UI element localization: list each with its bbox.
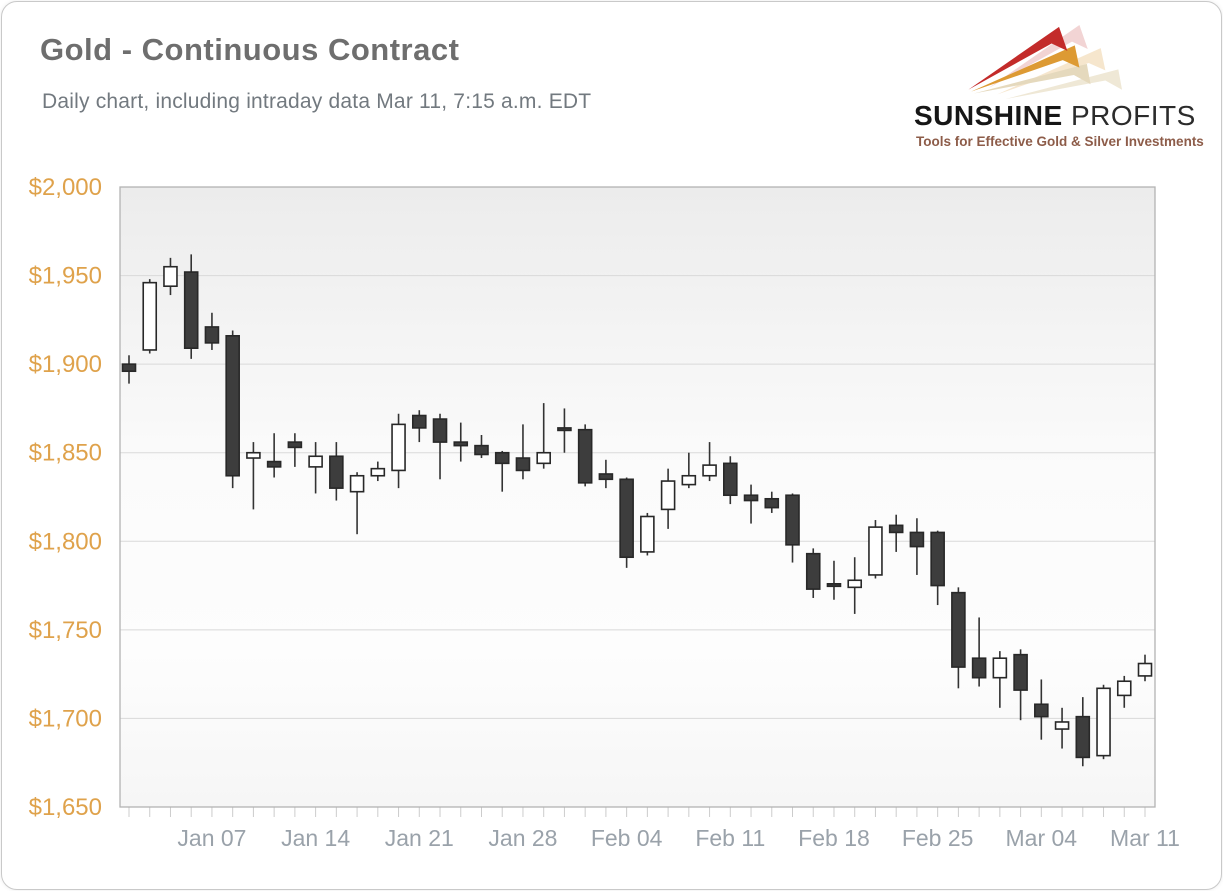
candle-down xyxy=(453,441,469,447)
y-axis-label: $1,650 xyxy=(29,794,102,821)
candle-up xyxy=(640,515,655,553)
candle-down xyxy=(826,582,842,588)
logo-arrow-cream xyxy=(973,63,1091,94)
candle-up xyxy=(536,451,551,465)
sunshine-profits-logo: SUNSHINE PROFITS Tools for Effective Gol… xyxy=(904,10,1209,160)
candle-down xyxy=(577,428,593,484)
candle-down xyxy=(743,494,759,502)
y-axis-label: $1,850 xyxy=(29,440,102,467)
candle-up xyxy=(1137,662,1153,677)
candle-down xyxy=(204,326,220,344)
y-axis-label: $1,900 xyxy=(29,351,102,378)
x-axis-label: Jan 21 xyxy=(385,825,454,851)
candle-down xyxy=(474,444,489,456)
candle-up xyxy=(992,657,1008,679)
candle-down xyxy=(805,552,821,590)
candle-down xyxy=(183,271,199,349)
candle-down xyxy=(287,441,303,449)
candle-down xyxy=(951,591,966,668)
x-axis-label: Jan 14 xyxy=(281,825,350,851)
candle-up xyxy=(681,474,697,486)
candle-down xyxy=(1013,653,1028,691)
candle-up xyxy=(308,455,323,468)
candle-down xyxy=(121,363,137,373)
x-axis-label: Jan 28 xyxy=(488,825,557,851)
candle-down xyxy=(785,494,800,546)
candle-down xyxy=(930,531,945,587)
x-axis-label: Jan 07 xyxy=(177,825,246,851)
candle-up xyxy=(391,423,406,472)
candle-down xyxy=(432,418,448,443)
candle-down xyxy=(598,473,614,481)
candle-down xyxy=(888,524,904,534)
candle-up xyxy=(1116,680,1132,697)
candle-down xyxy=(225,335,240,477)
y-axis-label: $1,800 xyxy=(29,528,102,555)
plot-background xyxy=(120,187,1155,807)
logo-tagline: Tools for Effective Gold & Silver Invest… xyxy=(916,134,1204,149)
candle-up xyxy=(1096,687,1111,757)
logo-arrow-red xyxy=(968,26,1068,90)
logo-arrow-cream-echo xyxy=(1005,69,1123,100)
candle-up xyxy=(660,480,676,511)
x-axis-label: Feb 04 xyxy=(591,825,663,851)
y-axis-label: $1,950 xyxy=(29,263,102,290)
x-axis-label: Feb 25 xyxy=(902,825,974,851)
x-axis-label: Feb 11 xyxy=(695,825,765,851)
candle-down xyxy=(619,478,634,559)
candle-down xyxy=(515,457,531,472)
candle-down xyxy=(909,531,925,548)
chart-subtitle: Daily chart, including intraday data Mar… xyxy=(42,90,592,113)
candle-up xyxy=(847,579,863,589)
candle-up xyxy=(868,526,883,576)
y-axis-label: $1,700 xyxy=(29,705,102,732)
candle-down xyxy=(1034,703,1049,718)
candle-down xyxy=(1075,715,1091,759)
page-title: Gold - Continuous Contract xyxy=(40,32,460,67)
x-axis-label: Feb 18 xyxy=(798,825,870,851)
candle-up xyxy=(370,467,386,477)
y-axis-label: $2,000 xyxy=(29,174,102,201)
candle-down xyxy=(557,427,572,432)
candle-up xyxy=(142,281,158,351)
candle-up xyxy=(163,265,178,288)
candle-down xyxy=(971,657,987,679)
logo-wordmark: SUNSHINE PROFITS xyxy=(914,102,1196,130)
logo-word-profits: PROFITS xyxy=(1062,100,1196,131)
candle-down xyxy=(329,455,344,489)
candle-down xyxy=(494,451,510,465)
candle-up xyxy=(246,451,261,459)
candle-up xyxy=(1054,721,1070,730)
logo-arrow-gold xyxy=(971,45,1080,92)
candle-down xyxy=(266,460,282,468)
logo-word-sunshine: SUNSHINE xyxy=(914,100,1063,131)
candle-up xyxy=(702,464,717,477)
candle-down xyxy=(764,497,780,509)
chart-canvas: $2,000 $1,950 $1,900 $1,850 $1,800 $1,750 $1,7… xyxy=(29,174,1180,851)
y-axis-label: $1,750 xyxy=(29,617,102,644)
candle-down xyxy=(723,462,738,497)
candle-down xyxy=(411,414,427,429)
plot-border xyxy=(119,186,1156,808)
x-axis-label: Mar 11 xyxy=(1110,825,1180,851)
x-axis-label: Mar 04 xyxy=(1006,825,1078,851)
candlestick-chart: $2,000 $1,950 $1,900 $1,850 $1,800 $1,750 $1,7… xyxy=(2,167,1221,889)
candle-up xyxy=(349,474,365,493)
logo-arrows-icon xyxy=(968,24,1123,100)
